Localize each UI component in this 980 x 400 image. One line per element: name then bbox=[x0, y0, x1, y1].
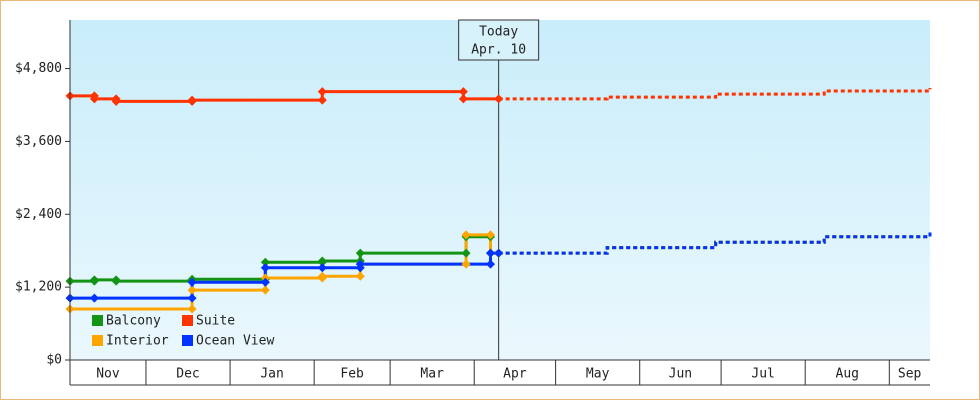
point bbox=[111, 275, 121, 285]
point bbox=[486, 230, 496, 240]
legend-label: Suite bbox=[196, 314, 235, 329]
point bbox=[317, 257, 327, 267]
point bbox=[260, 263, 270, 273]
legend-label: Balcony bbox=[106, 314, 161, 329]
point bbox=[317, 273, 327, 283]
point bbox=[461, 248, 471, 258]
x-tick-label: Dec bbox=[176, 367, 199, 382]
y-tick-label: $2,400 bbox=[15, 207, 62, 222]
x-tick-label: Feb bbox=[340, 367, 364, 382]
point bbox=[494, 94, 504, 104]
point bbox=[461, 230, 471, 240]
point bbox=[486, 259, 496, 269]
x-tick-label: Jan bbox=[260, 367, 283, 382]
plot-area bbox=[70, 20, 930, 360]
point bbox=[187, 293, 197, 303]
projection-line bbox=[498, 231, 932, 255]
x-tick-label: Aug bbox=[836, 367, 859, 382]
legend-swatch bbox=[92, 315, 103, 326]
x-tick-label: Mar bbox=[420, 367, 444, 382]
point bbox=[317, 263, 327, 273]
point bbox=[260, 285, 270, 295]
today-label: Apr. 10 bbox=[471, 43, 526, 58]
today-box bbox=[458, 19, 540, 61]
point bbox=[317, 87, 327, 97]
point bbox=[187, 285, 197, 295]
point bbox=[461, 259, 471, 269]
x-tick-label: Apr bbox=[503, 367, 527, 382]
y-tick-label: $0 bbox=[46, 353, 62, 368]
legend-swatch bbox=[182, 315, 193, 326]
point bbox=[260, 257, 270, 267]
point bbox=[187, 96, 197, 106]
point bbox=[494, 248, 504, 258]
point bbox=[89, 293, 99, 303]
point bbox=[355, 271, 365, 281]
legend-swatch bbox=[182, 335, 193, 346]
point bbox=[260, 277, 270, 287]
point bbox=[187, 304, 197, 314]
y-tick-label: $1,200 bbox=[15, 280, 62, 295]
point bbox=[89, 91, 99, 101]
x-tick-label: Jul bbox=[751, 367, 774, 382]
legend-label: Interior bbox=[106, 334, 169, 349]
point bbox=[486, 248, 496, 258]
point bbox=[458, 87, 468, 97]
point bbox=[111, 94, 121, 104]
y-tick-label: $4,800 bbox=[15, 61, 62, 76]
point bbox=[355, 248, 365, 258]
point bbox=[187, 277, 197, 287]
point bbox=[355, 263, 365, 273]
x-tick-label: Nov bbox=[96, 367, 120, 382]
x-tick-label: Jun bbox=[669, 367, 692, 382]
legend-label: Ocean View bbox=[196, 334, 274, 349]
point bbox=[458, 94, 468, 104]
x-tick-label: May bbox=[586, 367, 610, 382]
today-label: Today bbox=[479, 25, 518, 40]
x-tick-label: Sep bbox=[898, 367, 922, 382]
point bbox=[317, 95, 327, 105]
point bbox=[89, 276, 99, 286]
y-tick-label: $3,600 bbox=[15, 134, 62, 149]
legend-swatch bbox=[92, 335, 103, 346]
